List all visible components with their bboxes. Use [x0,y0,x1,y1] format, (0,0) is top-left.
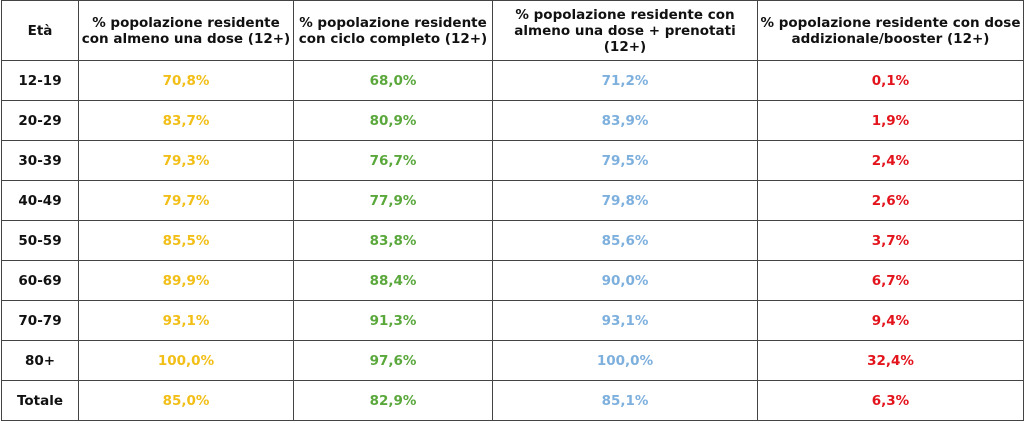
table-row: Totale 85,0% 82,9% 85,1% 6,3% [1,380,1024,421]
cell-booster: 2,6% [757,180,1024,221]
cell-one-dose: 79,7% [78,180,294,221]
cell-age: 80+ [1,340,79,381]
cell-full-cycle: 88,4% [293,260,493,301]
cell-booster: 1,9% [757,100,1024,141]
cell-one-dose-booked: 85,1% [492,380,758,421]
cell-full-cycle: 80,9% [293,100,493,141]
cell-age: 60-69 [1,260,79,301]
cell-full-cycle: 97,6% [293,340,493,381]
cell-one-dose-booked: 79,8% [492,180,758,221]
table-row: 12-19 70,8% 68,0% 71,2% 0,1% [1,60,1024,101]
cell-one-dose: 79,3% [78,140,294,181]
cell-one-dose-booked: 79,5% [492,140,758,181]
cell-one-dose-booked: 71,2% [492,60,758,101]
header-age: Età [1,0,79,61]
cell-age: 12-19 [1,60,79,101]
cell-one-dose-booked: 83,9% [492,100,758,141]
cell-booster: 3,7% [757,220,1024,261]
cell-one-dose: 83,7% [78,100,294,141]
cell-booster: 6,7% [757,260,1024,301]
cell-one-dose: 89,9% [78,260,294,301]
cell-booster: 6,3% [757,380,1024,421]
cell-booster: 2,4% [757,140,1024,181]
cell-age: 30-39 [1,140,79,181]
cell-age: 50-59 [1,220,79,261]
cell-age: Totale [1,380,79,421]
header-full-cycle: % popolazione residente con ciclo comple… [293,0,493,61]
header-one-dose-booked: % popolazione residente con almeno una d… [492,0,758,61]
cell-one-dose-booked: 100,0% [492,340,758,381]
header-booster: % popolazione residente con dose addizio… [757,0,1024,61]
cell-full-cycle: 77,9% [293,180,493,221]
cell-age: 70-79 [1,300,79,341]
cell-one-dose: 100,0% [78,340,294,381]
table-row: 60-69 89,9% 88,4% 90,0% 6,7% [1,260,1024,301]
cell-booster: 32,4% [757,340,1024,381]
table-row: 40-49 79,7% 77,9% 79,8% 2,6% [1,180,1024,221]
cell-booster: 0,1% [757,60,1024,101]
header-row: Età % popolazione residente con almeno u… [1,0,1024,61]
header-one-dose: % popolazione residente con almeno una d… [78,0,294,61]
table-row: 80+ 100,0% 97,6% 100,0% 32,4% [1,340,1024,381]
table-row: 20-29 83,7% 80,9% 83,9% 1,9% [1,100,1024,141]
cell-one-dose: 70,8% [78,60,294,101]
cell-full-cycle: 83,8% [293,220,493,261]
table-row: 30-39 79,3% 76,7% 79,5% 2,4% [1,140,1024,181]
cell-age: 40-49 [1,180,79,221]
cell-full-cycle: 68,0% [293,60,493,101]
cell-one-dose: 93,1% [78,300,294,341]
cell-full-cycle: 91,3% [293,300,493,341]
cell-booster: 9,4% [757,300,1024,341]
cell-full-cycle: 82,9% [293,380,493,421]
cell-age: 20-29 [1,100,79,141]
cell-one-dose-booked: 90,0% [492,260,758,301]
cell-one-dose-booked: 93,1% [492,300,758,341]
cell-one-dose-booked: 85,6% [492,220,758,261]
cell-one-dose: 85,0% [78,380,294,421]
cell-full-cycle: 76,7% [293,140,493,181]
cell-one-dose: 85,5% [78,220,294,261]
table-row: 50-59 85,5% 83,8% 85,6% 3,7% [1,220,1024,261]
table-row: 70-79 93,1% 91,3% 93,1% 9,4% [1,300,1024,341]
